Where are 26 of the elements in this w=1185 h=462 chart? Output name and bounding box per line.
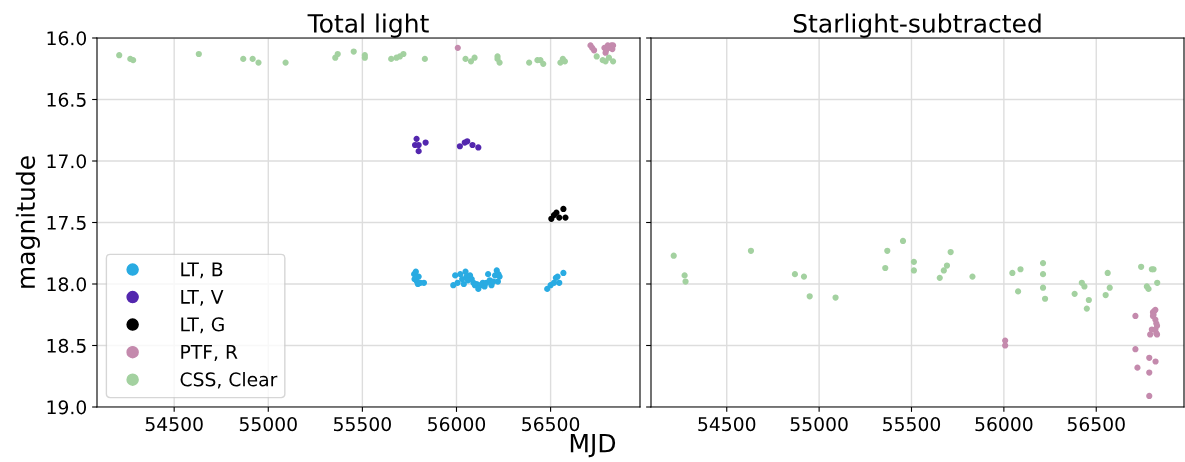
legend-label: LT, G (181, 317, 224, 334)
x-tick-label: 54500 (698, 417, 756, 432)
y-tick-label: 17.5 (47, 215, 86, 230)
chart-title: Total light (307, 13, 429, 38)
y-tick-label: 18.0 (47, 277, 87, 292)
x-tick-label: 56500 (1067, 417, 1125, 432)
legend-label: LT, V (181, 289, 224, 306)
legend-label: CSS, Clear (180, 371, 278, 389)
x-tick-label: 55000 (790, 417, 848, 432)
x-tick-label: 56000 (975, 417, 1033, 432)
y-axis-title: magnitude (15, 156, 40, 288)
x-tick-label: 55500 (883, 417, 941, 432)
y-tick-label: 18.5 (47, 338, 86, 353)
x-axis-title: MJD (570, 433, 616, 458)
x-tick-label: 55000 (239, 417, 297, 432)
x-tick-label: 55500 (334, 417, 391, 432)
y-tick-label: 16.5 (47, 92, 86, 107)
legend-label: LT, B (181, 262, 223, 279)
x-tick-label: 56000 (428, 417, 486, 432)
chart-title: Starlight-subtracted (793, 13, 1041, 38)
y-tick-label: 17.0 (47, 154, 87, 169)
y-tick-label: 16.0 (47, 31, 87, 46)
x-tick-label: 56500 (522, 417, 580, 432)
x-tick-label: 54500 (145, 417, 203, 432)
y-tick-label: 19.0 (47, 400, 87, 415)
legend-label: PTF, R (181, 345, 238, 361)
